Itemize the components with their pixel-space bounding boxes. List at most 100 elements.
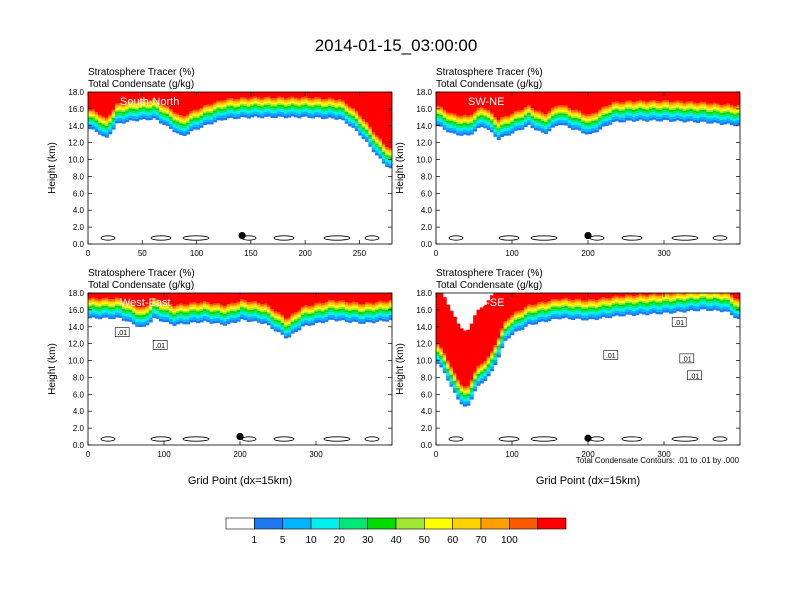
tracer-cell — [510, 318, 515, 320]
tracer-cell — [733, 121, 738, 124]
tracer-cell — [378, 307, 383, 309]
tracer-cell — [142, 321, 147, 325]
tracer-cell — [564, 110, 569, 113]
tracer-cell — [199, 112, 204, 115]
tracer-cell — [98, 127, 103, 130]
tracer-cell — [209, 92, 214, 105]
tracer-cell — [300, 105, 305, 108]
tracer-cell — [598, 298, 603, 301]
tracer-cell — [500, 120, 505, 122]
tracer-cell — [327, 99, 332, 101]
tracer-cell — [368, 317, 373, 320]
tracer-cell — [476, 367, 481, 369]
contour-label: .01 — [155, 343, 165, 350]
tracer-cell — [584, 317, 589, 321]
tracer-cell — [692, 104, 697, 106]
tracer-cell — [337, 303, 342, 306]
tracer-cell — [557, 113, 562, 116]
tracer-cell — [689, 115, 694, 119]
tracer-cell — [236, 101, 241, 104]
tracer-cell — [523, 317, 528, 320]
tracer-cell — [611, 304, 616, 307]
tracer-cell — [533, 312, 538, 315]
tracer-cell — [172, 129, 177, 133]
tracer-cell — [104, 293, 109, 298]
tracer-cell — [165, 293, 170, 303]
tracer-cell — [628, 309, 633, 313]
tracer-cell — [679, 103, 684, 105]
tracer-cell — [385, 153, 390, 156]
tracer-cell — [246, 306, 251, 309]
tracer-cell — [631, 296, 636, 298]
tracer-cell — [212, 105, 217, 108]
tracer-cell — [615, 106, 619, 108]
tracer-cell — [682, 117, 687, 121]
panel-south-north: South-North0.02.04.06.08.010.012.014.016… — [47, 67, 393, 258]
tracer-cell — [314, 114, 319, 118]
tracer-cell — [297, 92, 302, 99]
tracer-cell — [98, 305, 103, 308]
tracer-cell — [473, 116, 478, 119]
tracer-cell — [733, 313, 738, 316]
tracer-cell — [439, 92, 444, 107]
tracer-cell — [94, 298, 99, 301]
tracer-cell — [314, 103, 319, 106]
tracer-cell — [229, 104, 234, 107]
tracer-cell — [723, 112, 728, 115]
tracer-cell — [182, 306, 187, 308]
tracer-cell — [283, 335, 288, 339]
tracer-cell — [88, 310, 92, 314]
tracer-cell — [375, 293, 380, 303]
tracer-cell — [216, 302, 221, 305]
y-tick-label: 18.0 — [68, 88, 84, 97]
tracer-cell — [611, 302, 616, 305]
tracer-cell — [375, 143, 380, 146]
tracer-cell — [226, 314, 231, 317]
tracer-cell — [469, 384, 474, 387]
tracer-cell — [327, 302, 332, 305]
tracer-cell — [138, 117, 143, 120]
tracer-cell — [334, 101, 339, 103]
tracer-cell — [652, 310, 657, 313]
tracer-cell — [375, 138, 380, 141]
tracer-cell — [121, 318, 126, 321]
tracer-cell — [104, 125, 109, 128]
tracer-cell — [648, 105, 653, 107]
tracer-cell — [337, 102, 342, 104]
tracer-cell — [240, 112, 244, 115]
tracer-cell — [219, 307, 224, 310]
tracer-cell — [145, 311, 150, 314]
tracer-cell — [229, 106, 234, 109]
tracer-cell — [317, 293, 322, 303]
tracer-cell — [341, 110, 346, 113]
tracer-cell — [679, 116, 684, 119]
tracer-cell — [574, 119, 579, 123]
tracer-cell — [334, 301, 339, 304]
tracer-cell — [233, 114, 238, 117]
tracer-cell — [189, 111, 194, 113]
tracer-cell — [726, 121, 731, 124]
tracer-cell — [490, 361, 495, 364]
tracer-cell — [111, 299, 116, 301]
tracer-cell — [621, 102, 626, 105]
tracer-cell — [196, 313, 201, 316]
tracer-cell — [348, 302, 353, 305]
tracer-cell — [148, 104, 153, 107]
tracer-cell — [625, 306, 630, 310]
tracer-cell — [463, 121, 467, 123]
tracer-cell — [652, 106, 657, 108]
tracer-cell — [638, 109, 643, 113]
tracer-cell — [94, 116, 99, 119]
tracer-cell — [719, 122, 724, 125]
tracer-cell — [199, 120, 204, 123]
tracer-cell — [287, 332, 292, 335]
tracer-cell — [466, 118, 471, 121]
tracer-cell — [111, 305, 116, 308]
tracer-cell — [243, 97, 248, 100]
tracer-cell — [111, 316, 116, 319]
tracer-cell — [348, 114, 353, 117]
tracer-cell — [155, 309, 160, 312]
tracer-cell — [307, 307, 312, 309]
tracer-cell — [212, 119, 217, 123]
colorbar-swatch — [282, 517, 312, 530]
